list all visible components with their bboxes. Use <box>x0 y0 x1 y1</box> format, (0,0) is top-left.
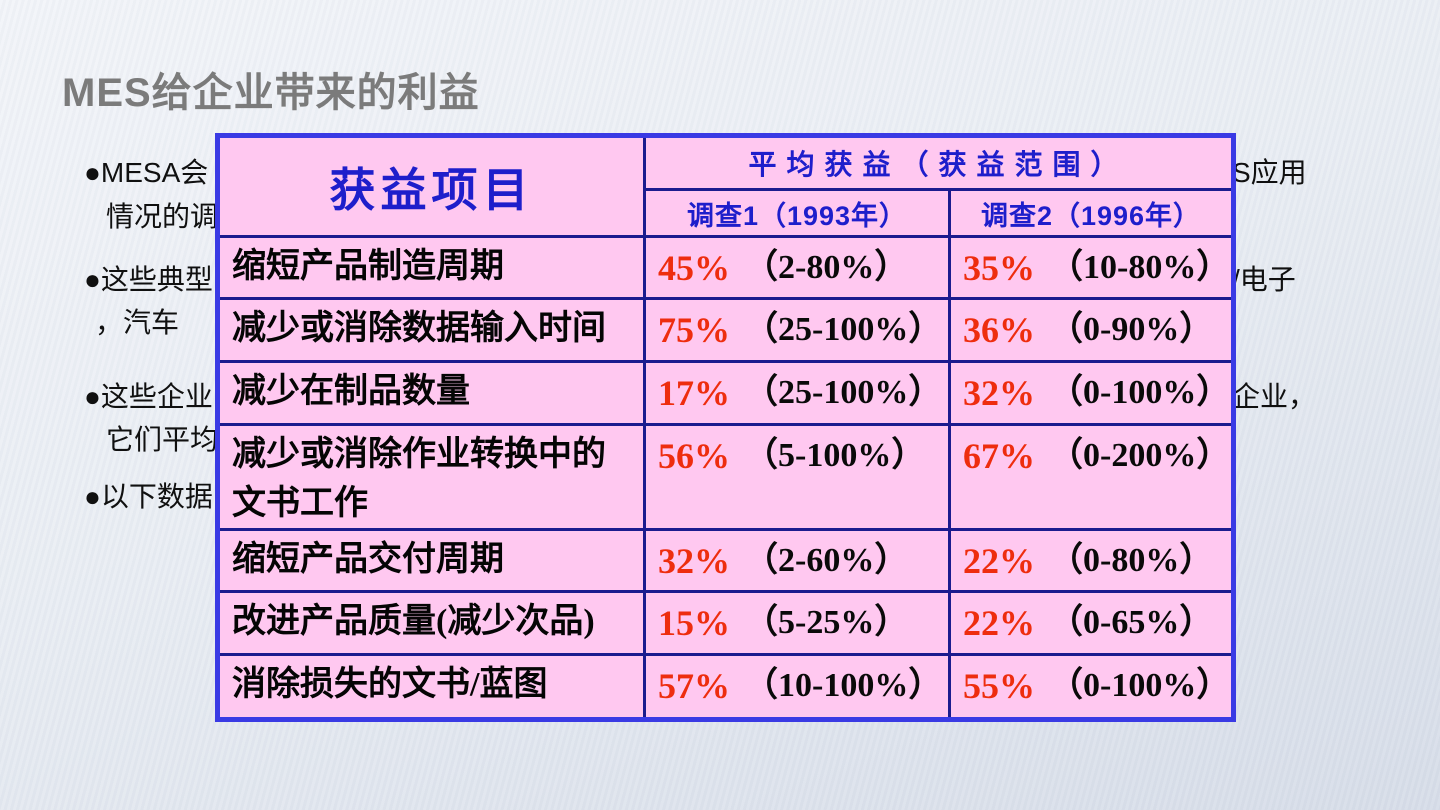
percent-value: 22% <box>963 541 1035 581</box>
percent-value: 75% <box>658 310 730 350</box>
range-value: （5-100%） <box>744 437 926 474</box>
bullet-1-line-2: 情况的调 <box>106 201 219 232</box>
range-value: （0-90%） <box>1049 311 1214 348</box>
bullet-1-right-fragment: S应用 <box>1232 157 1307 188</box>
percent-value: 57% <box>658 666 730 706</box>
percent-value: 56% <box>658 436 730 476</box>
table-row-label: 改进产品质量(减少次品) <box>220 590 643 653</box>
table-header-survey2: 调查2（1996年） <box>948 188 1231 235</box>
table-cell-survey1: 15% （5-25%） <box>643 590 948 653</box>
table-row-label: 减少或消除作业转换中的文书工作 <box>220 423 643 528</box>
page-title: MES给企业带来的利益 <box>62 71 480 115</box>
table-cell-survey2: 32% （0-100%） <box>948 360 1231 423</box>
bullet-3-line-1: ●这些企业 <box>84 381 213 412</box>
range-value: （25-100%） <box>744 374 943 411</box>
range-value: （2-80%） <box>744 249 909 286</box>
table-cell-survey2: 36% （0-90%） <box>948 297 1231 360</box>
benefits-table: 获益项目 平均获益（获益范围） 调查1（1993年） 调查2（1996年） 缩短… <box>215 133 1236 722</box>
percent-value: 36% <box>963 310 1035 350</box>
range-value: （10-80%） <box>1049 249 1231 286</box>
table-row-label: 消除损失的文书/蓝图 <box>220 653 643 717</box>
table-cell-survey1: 75% （25-100%） <box>643 297 948 360</box>
table-row-label: 减少在制品数量 <box>220 360 643 423</box>
bullet-3-line-2: 它们平均 <box>106 424 219 455</box>
table-cell-survey2: 35% （10-80%） <box>948 235 1231 297</box>
table-cell-survey2: 22% （0-65%） <box>948 590 1231 653</box>
range-value: （5-25%） <box>744 604 909 641</box>
bullet-2-right-fragment: /电子 <box>1232 264 1296 295</box>
percent-value: 35% <box>963 248 1035 288</box>
table-header-survey1: 调查1（1993年） <box>643 188 948 235</box>
range-value: （0-65%） <box>1049 604 1214 641</box>
percent-value: 55% <box>963 666 1035 706</box>
table-row-label: 缩短产品交付周期 <box>220 528 643 590</box>
table-cell-survey1: 57% （10-100%） <box>643 653 948 717</box>
range-value: （25-100%） <box>744 311 943 348</box>
table-row-label: 减少或消除数据输入时间 <box>220 297 643 360</box>
table-cell-survey2: 55% （0-100%） <box>948 653 1231 717</box>
table-header-average-benefit: 平均获益（获益范围） <box>643 138 1231 188</box>
range-value: （10-100%） <box>744 667 943 704</box>
table-row-label: 缩短产品制造周期 <box>220 235 643 297</box>
percent-value: 32% <box>658 541 730 581</box>
table-cell-survey1: 56% （5-100%） <box>643 423 948 528</box>
percent-value: 17% <box>658 373 730 413</box>
table-cell-survey1: 32% （2-60%） <box>643 528 948 590</box>
range-value: （0-80%） <box>1049 542 1214 579</box>
bullet-4-line-1: ●以下数据 <box>84 481 213 512</box>
bullet-2-line-2: ，汽车 <box>95 307 180 338</box>
table-cell-survey1: 45% （2-80%） <box>643 235 948 297</box>
percent-value: 22% <box>963 603 1035 643</box>
table-cell-survey1: 17% （25-100%） <box>643 360 948 423</box>
bullet-2-line-1: ●这些典型 <box>84 264 213 295</box>
percent-value: 32% <box>963 373 1035 413</box>
percent-value: 45% <box>658 248 730 288</box>
percent-value: 67% <box>963 436 1035 476</box>
table-cell-survey2: 67% （0-200%） <box>948 423 1231 528</box>
table-header-benefit-item: 获益项目 <box>329 163 534 216</box>
percent-value: 15% <box>658 603 730 643</box>
range-value: （0-200%） <box>1049 437 1231 474</box>
range-value: （0-100%） <box>1049 667 1231 704</box>
bullet-3-right-fragment: 企业， <box>1232 381 1317 412</box>
bullet-1-line-1: ●MESA会 <box>84 157 209 188</box>
table-cell-survey2: 22% （0-80%） <box>948 528 1231 590</box>
range-value: （0-100%） <box>1049 374 1231 411</box>
range-value: （2-60%） <box>744 542 909 579</box>
